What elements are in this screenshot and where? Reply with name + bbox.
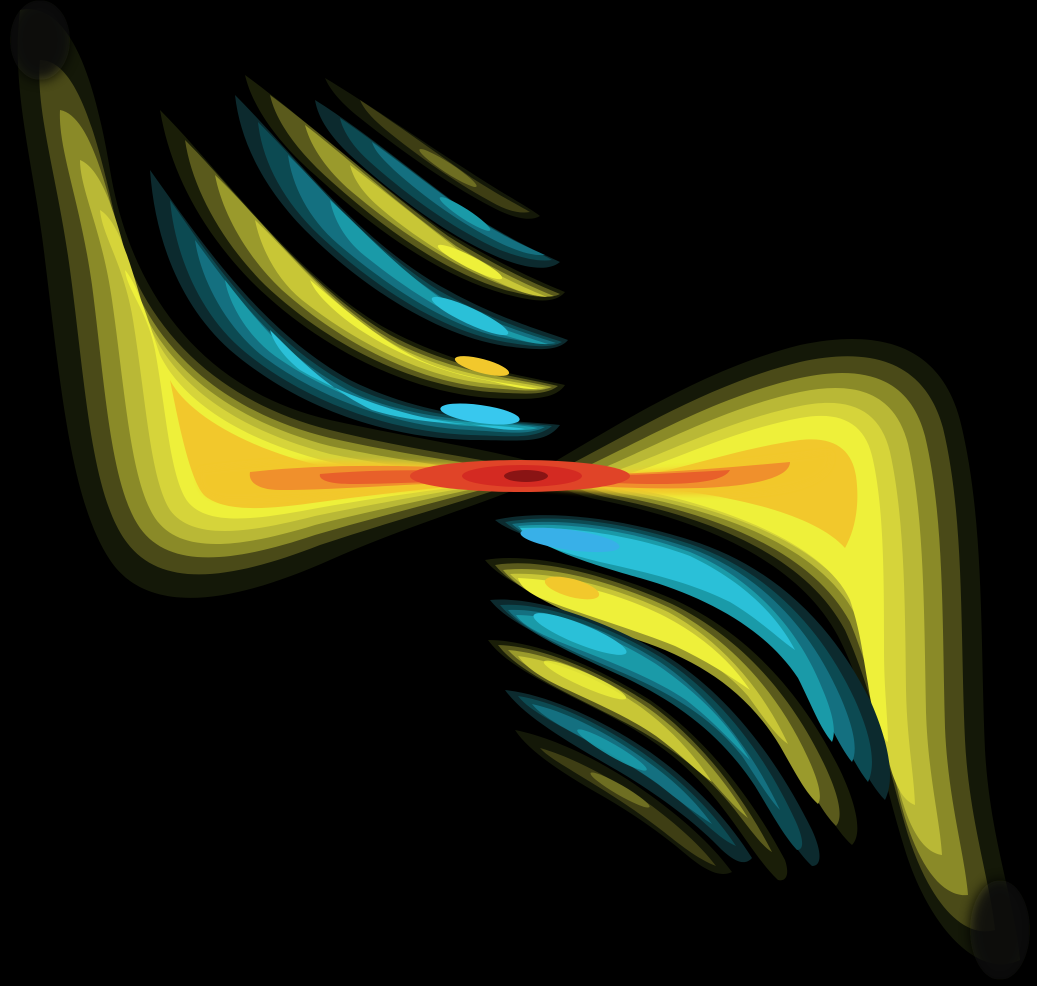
lower-yellow-band-2 <box>485 557 858 845</box>
lower-yellow-band-4 <box>488 640 788 881</box>
lower-yellow-band-6 <box>515 730 732 875</box>
lower-stripes <box>485 515 890 881</box>
upper-stripes <box>150 75 568 441</box>
upper-cyan-band-5 <box>315 100 560 268</box>
upper-cyan-band-3 <box>235 95 568 350</box>
lower-cyan-band-3 <box>490 599 820 866</box>
edge-fades <box>10 0 1030 980</box>
lower-cyan-band-5 <box>505 690 752 863</box>
lower-cyan-band-1 <box>495 515 890 800</box>
upper-yellow-band-6 <box>325 78 540 219</box>
upper-cyan-band-1 <box>150 170 560 441</box>
upper-yellow-band-2 <box>160 110 565 399</box>
upper-yellow-band-4 <box>245 75 565 301</box>
central-red-core <box>198 452 831 500</box>
